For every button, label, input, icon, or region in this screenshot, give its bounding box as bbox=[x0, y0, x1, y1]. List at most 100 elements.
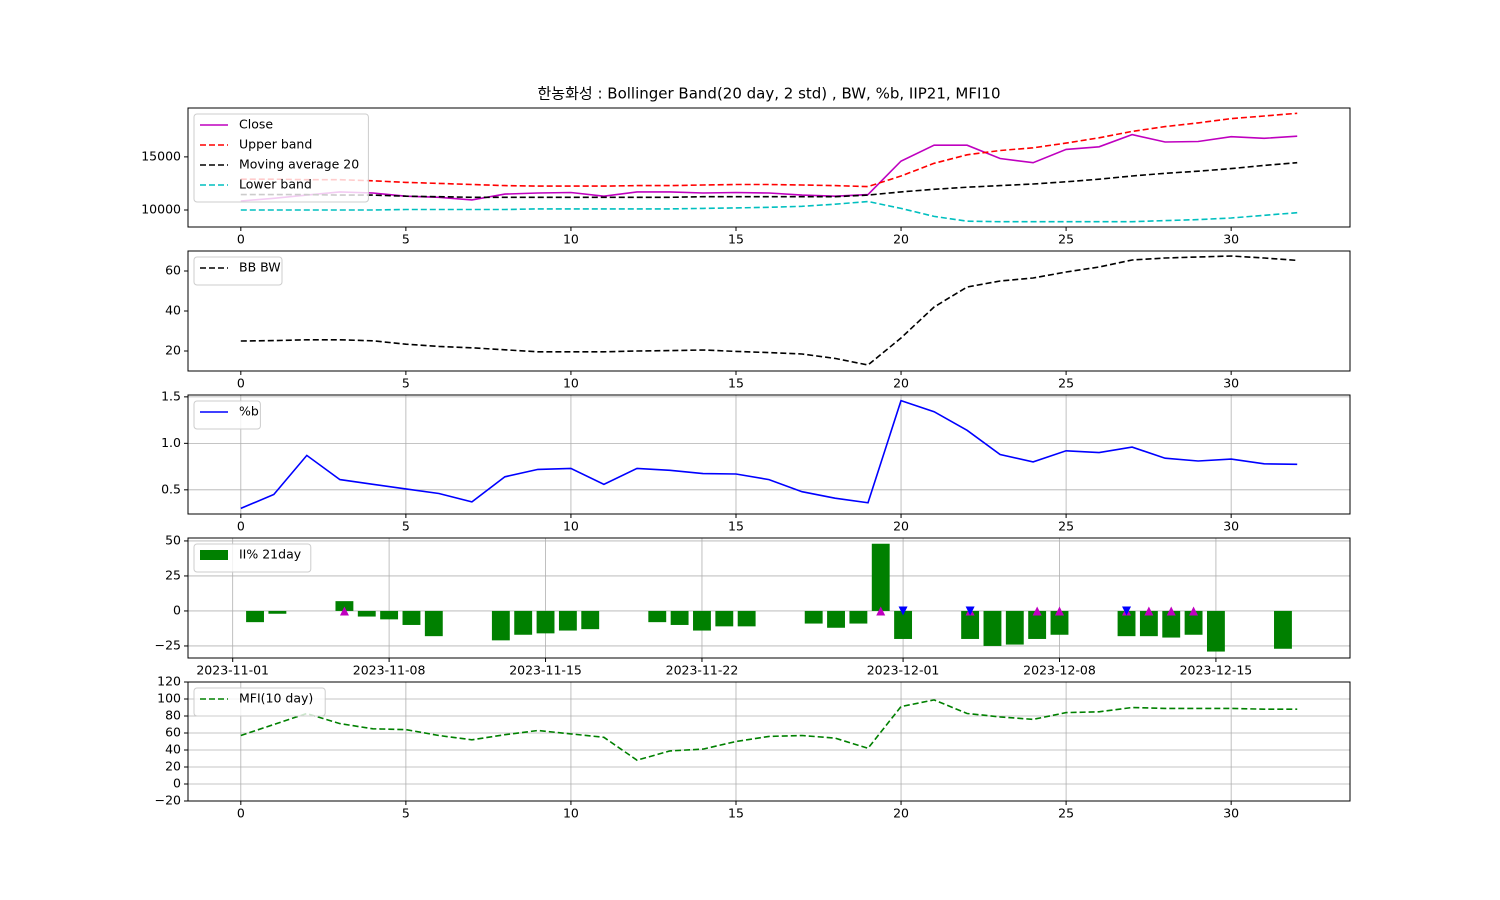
bar bbox=[894, 610, 913, 639]
bar bbox=[1184, 610, 1203, 635]
bar bbox=[693, 610, 711, 631]
y-tick-label: 120 bbox=[157, 674, 181, 689]
x-tick-label: 2023-12-15 bbox=[1180, 663, 1253, 678]
line-series bbox=[240, 161, 1298, 199]
bar bbox=[536, 610, 555, 634]
bar bbox=[737, 610, 756, 627]
bar bbox=[1206, 610, 1225, 652]
legend-label: II% 21day bbox=[239, 547, 302, 562]
y-tick-label: 60 bbox=[165, 263, 181, 278]
legend-label: MFI(10 day) bbox=[239, 691, 313, 706]
y-tick-label: 100 bbox=[157, 691, 181, 706]
x-tick-label: 0 bbox=[237, 232, 245, 247]
x-tick-label: 20 bbox=[893, 519, 909, 534]
y-tick-label: 10000 bbox=[141, 202, 181, 217]
axes-frame bbox=[187, 537, 1351, 659]
y-tick-label: 15000 bbox=[141, 148, 181, 163]
axes-frame bbox=[187, 250, 1351, 372]
signal-marker bbox=[339, 606, 349, 616]
signal-marker bbox=[1055, 606, 1064, 616]
line-series bbox=[240, 399, 1298, 510]
signal-marker bbox=[965, 606, 975, 616]
x-tick-label: 2023-11-01 bbox=[196, 663, 269, 678]
bar bbox=[357, 610, 376, 617]
bar bbox=[1162, 610, 1181, 638]
x-tick-label: 5 bbox=[402, 806, 410, 821]
x-tick-label: 0 bbox=[237, 519, 245, 534]
line-series bbox=[240, 200, 1298, 223]
signal-marker bbox=[1166, 606, 1176, 616]
y-tick-label: 80 bbox=[165, 708, 181, 723]
bar bbox=[1050, 610, 1069, 635]
bar bbox=[871, 543, 890, 611]
x-tick-label: 2023-11-22 bbox=[666, 663, 739, 678]
x-tick-label: 15 bbox=[728, 806, 744, 821]
bar bbox=[1274, 610, 1292, 649]
y-tick-label: 0 bbox=[173, 776, 181, 791]
bar bbox=[670, 610, 689, 625]
y-tick-label: 40 bbox=[165, 303, 181, 318]
x-tick-label: 2023-12-01 bbox=[867, 663, 940, 678]
x-tick-label: 20 bbox=[893, 376, 909, 391]
y-tick-label: 0.5 bbox=[161, 481, 181, 496]
x-tick-label: 5 bbox=[402, 519, 410, 534]
bar bbox=[1005, 610, 1024, 645]
bar bbox=[558, 610, 577, 631]
legend-box bbox=[193, 256, 283, 286]
legend-label: Lower band bbox=[239, 177, 312, 192]
bar bbox=[961, 610, 980, 639]
y-tick-label: −20 bbox=[155, 793, 181, 808]
bar bbox=[1139, 610, 1158, 637]
y-tick-label: 50 bbox=[165, 532, 181, 547]
bar bbox=[1028, 610, 1047, 639]
x-tick-label: 30 bbox=[1223, 519, 1239, 534]
x-tick-label: 30 bbox=[1223, 376, 1239, 391]
signal-marker bbox=[898, 606, 908, 616]
bar bbox=[849, 610, 868, 624]
signal-marker bbox=[1122, 606, 1132, 616]
axes-frame bbox=[187, 681, 1351, 802]
bar bbox=[246, 610, 264, 623]
legend-box bbox=[193, 113, 369, 203]
y-tick-label: 20 bbox=[165, 343, 181, 358]
x-tick-label: 0 bbox=[237, 376, 245, 391]
x-tick-label: 2023-11-08 bbox=[353, 663, 426, 678]
legend-label: Upper band bbox=[239, 137, 312, 152]
x-tick-label: 25 bbox=[1058, 376, 1074, 391]
signal-marker bbox=[1032, 606, 1042, 616]
legend-box bbox=[193, 400, 261, 430]
x-tick-label: 10 bbox=[563, 519, 579, 534]
line-series bbox=[240, 112, 1298, 188]
axes-frame bbox=[187, 394, 1351, 515]
chart-title: 한농화성 : Bollinger Band(20 day, 2 std) , B… bbox=[537, 85, 1000, 103]
y-tick-label: 40 bbox=[165, 742, 181, 757]
bar bbox=[827, 610, 845, 628]
x-tick-label: 0 bbox=[237, 806, 245, 821]
bar bbox=[380, 610, 399, 620]
y-tick-label: 25 bbox=[165, 567, 181, 582]
bar bbox=[335, 601, 354, 611]
legend-label: Moving average 20 bbox=[239, 157, 359, 172]
x-tick-label: 30 bbox=[1223, 806, 1239, 821]
x-tick-label: 25 bbox=[1058, 519, 1074, 534]
line-series bbox=[240, 255, 1298, 366]
bar bbox=[1117, 610, 1136, 637]
x-tick-label: 2023-11-15 bbox=[509, 663, 582, 678]
legend-swatch bbox=[200, 550, 228, 560]
y-tick-label: 0 bbox=[173, 602, 181, 617]
bar bbox=[424, 610, 443, 637]
x-tick-label: 10 bbox=[563, 806, 579, 821]
x-tick-label: 10 bbox=[563, 232, 579, 247]
y-tick-label: −25 bbox=[155, 637, 181, 652]
bar bbox=[983, 610, 1002, 646]
x-tick-label: 5 bbox=[402, 376, 410, 391]
line-series bbox=[240, 133, 1298, 202]
bar bbox=[268, 610, 287, 614]
bar bbox=[402, 610, 421, 625]
x-tick-label: 20 bbox=[893, 232, 909, 247]
x-tick-label: 15 bbox=[728, 376, 744, 391]
legend-label: %b bbox=[239, 404, 259, 419]
signal-marker bbox=[1189, 606, 1199, 616]
y-tick-label: 20 bbox=[165, 759, 181, 774]
